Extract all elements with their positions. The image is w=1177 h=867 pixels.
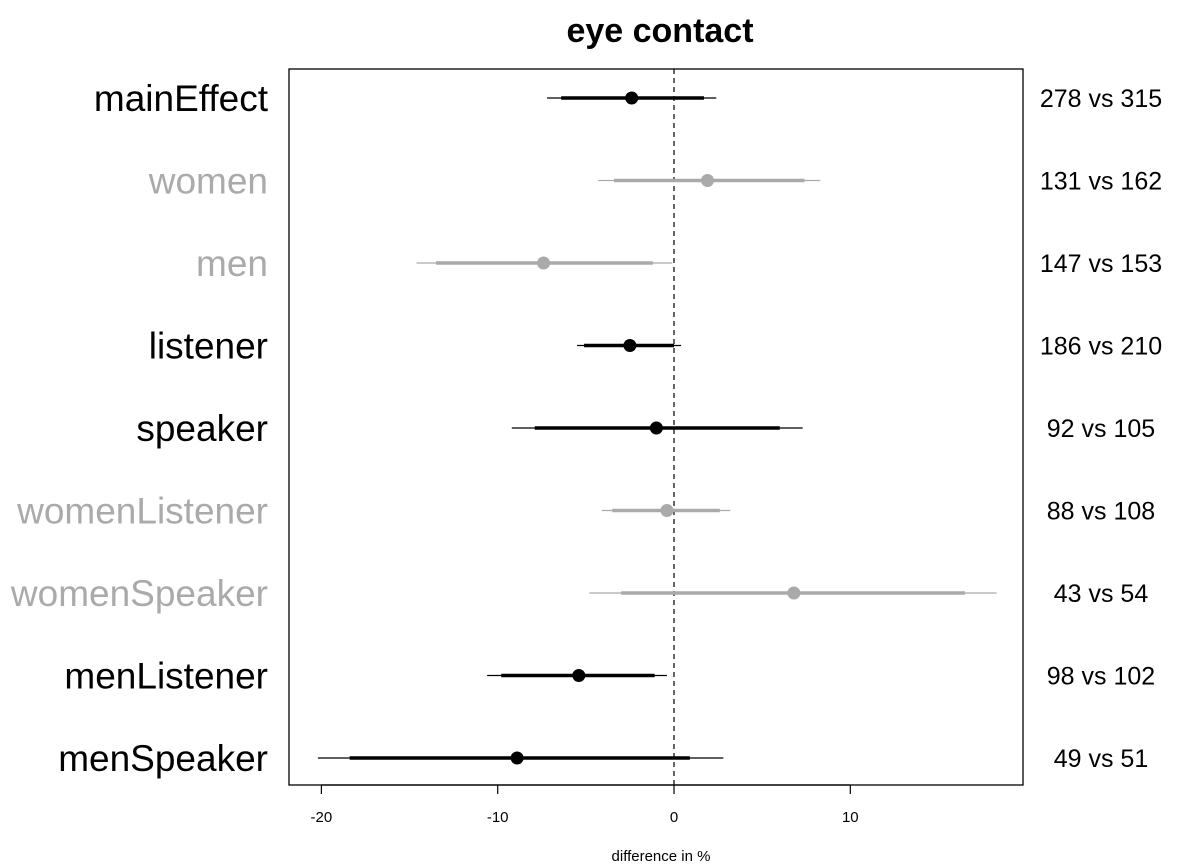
forest-row: womenListener 88 vs 108 [16,491,1155,532]
forest-row: mainEffect 278 vs 315 [94,78,1162,119]
sample-size-label: 147 vs 153 [1040,250,1162,278]
point-estimate [537,256,551,270]
x-tick-label: 0 [670,809,678,826]
row-label: womenListener [16,491,268,532]
row-label: mainEffect [94,78,269,119]
forest-row: menSpeaker 49 vs 51 [58,738,1148,779]
row-label: listener [149,326,268,367]
sample-size-label: 92 vs 105 [1047,415,1155,443]
forest-row: menListener 98 vs 102 [64,656,1155,697]
x-tick-label: -10 [487,809,509,826]
row-label: menSpeaker [58,738,268,779]
row-label: men [196,243,268,284]
sample-size-label: 131 vs 162 [1040,168,1162,196]
sample-size-label: 49 vs 51 [1054,745,1149,773]
forest-row: womenSpeaker 43 vs 54 [10,573,1148,614]
point-estimate [649,421,663,435]
sample-size-label: 98 vs 102 [1047,663,1155,691]
sample-size-label: 43 vs 54 [1054,580,1149,608]
forest-row: speaker 92 vs 105 [136,408,1155,449]
point-estimate [625,91,639,105]
x-axis: -20 -10 0 10 [311,784,859,826]
forest-row: men 147 vs 153 [196,243,1162,284]
forest-rows: mainEffect 278 vs 315 women 131 vs 162 men 14… [10,78,1162,779]
sample-size-label: 88 vs 108 [1047,498,1155,526]
sample-size-label: 186 vs 210 [1040,333,1162,361]
point-estimate [787,586,801,600]
point-estimate [572,669,586,682]
row-label: womenSpeaker [10,573,268,614]
point-estimate [660,504,674,517]
forest-row: women 131 vs 162 [148,161,1162,202]
sample-size-label: 278 vs 315 [1040,85,1162,113]
row-label: women [148,161,268,202]
row-label: menListener [64,656,268,697]
x-axis-label: difference in % [612,848,711,865]
chart-title: eye contact [566,12,753,50]
point-estimate [623,339,637,352]
point-estimate [510,751,524,765]
x-tick-label: 10 [842,809,859,826]
row-label: speaker [136,408,268,449]
x-tick-label: -20 [311,809,333,826]
point-estimate [700,174,714,187]
forest-row: listener 186 vs 210 [149,326,1162,367]
